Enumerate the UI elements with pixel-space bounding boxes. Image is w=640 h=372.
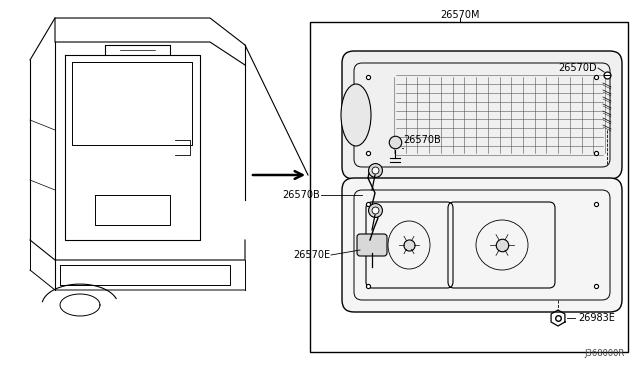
Text: J368000R: J368000R [585,349,625,358]
Text: 26570M: 26570M [440,10,480,20]
FancyBboxPatch shape [342,178,622,312]
Text: 26570D: 26570D [558,63,597,73]
Bar [310,22,628,352]
FancyBboxPatch shape [357,234,387,256]
FancyBboxPatch shape [342,51,622,179]
Text: 26983E: 26983E [578,313,615,323]
Text: 26570E: 26570E [293,250,330,260]
Text: 26570B: 26570B [282,190,320,200]
Text: 26570B: 26570B [403,135,441,145]
Ellipse shape [341,84,371,146]
